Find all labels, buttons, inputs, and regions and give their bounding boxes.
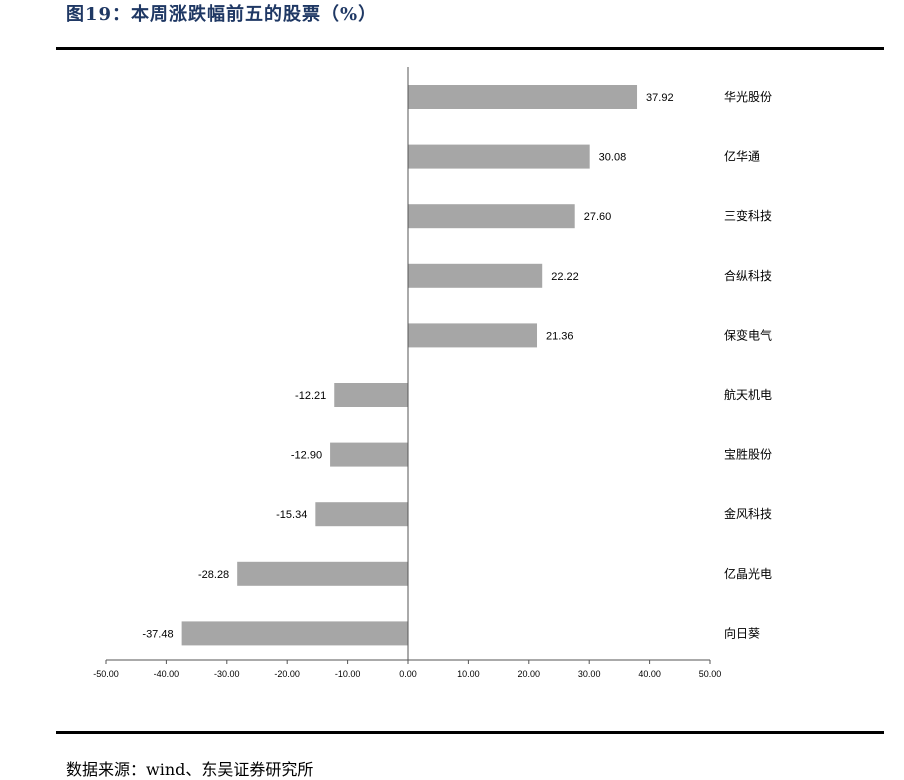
bar bbox=[334, 383, 408, 407]
category-label: 三变科技 bbox=[724, 208, 772, 223]
data-label: -28.28 bbox=[198, 569, 229, 581]
figure-title: 图19：本周涨跌幅前五的股票（%） bbox=[66, 4, 378, 25]
data-label: -12.90 bbox=[291, 450, 322, 462]
bar bbox=[408, 323, 538, 348]
data-label: -15.34 bbox=[276, 509, 307, 521]
top-rule bbox=[56, 47, 884, 50]
category-label: 合纵科技 bbox=[724, 268, 772, 283]
category-label: 宝胜股份 bbox=[724, 447, 772, 462]
source-note: 数据来源：wind、东吴证券研究所 bbox=[66, 760, 314, 779]
data-label: 27.60 bbox=[584, 211, 612, 223]
bar bbox=[408, 85, 638, 109]
x-tick-label: 20.00 bbox=[518, 669, 541, 679]
bar bbox=[408, 204, 575, 229]
x-tick-label: -10.00 bbox=[335, 669, 361, 679]
data-label: 22.22 bbox=[551, 271, 579, 283]
data-label: -37.48 bbox=[142, 628, 173, 640]
data-label: -12.21 bbox=[295, 390, 326, 402]
x-tick-label: 10.00 bbox=[457, 669, 480, 679]
bar bbox=[181, 621, 408, 646]
bar bbox=[315, 502, 408, 527]
x-tick-label: 40.00 bbox=[638, 669, 661, 679]
x-tick-label: -30.00 bbox=[214, 669, 240, 679]
bar bbox=[330, 442, 408, 467]
category-label: 华光股份 bbox=[724, 90, 772, 104]
x-tick-label: -40.00 bbox=[154, 669, 180, 679]
category-label: 保变电气 bbox=[724, 327, 772, 342]
data-label: 37.92 bbox=[646, 92, 674, 104]
x-tick-label: 0.00 bbox=[399, 669, 417, 679]
bar bbox=[408, 144, 590, 169]
bar bbox=[408, 263, 543, 288]
x-tick-label: 50.00 bbox=[699, 669, 722, 679]
category-label: 亿华通 bbox=[724, 149, 760, 164]
category-label: 向日葵 bbox=[724, 625, 760, 640]
category-label: 亿晶光电 bbox=[724, 566, 772, 581]
data-label: 21.36 bbox=[546, 330, 574, 342]
category-label: 航天机电 bbox=[724, 387, 772, 402]
bar bbox=[237, 561, 408, 586]
x-tick-label: -50.00 bbox=[93, 669, 119, 679]
x-tick-label: -20.00 bbox=[274, 669, 300, 679]
data-label: 30.08 bbox=[599, 152, 627, 164]
bottom-rule bbox=[56, 731, 884, 734]
x-tick-label: 30.00 bbox=[578, 669, 601, 679]
category-label: 金风科技 bbox=[724, 506, 772, 521]
